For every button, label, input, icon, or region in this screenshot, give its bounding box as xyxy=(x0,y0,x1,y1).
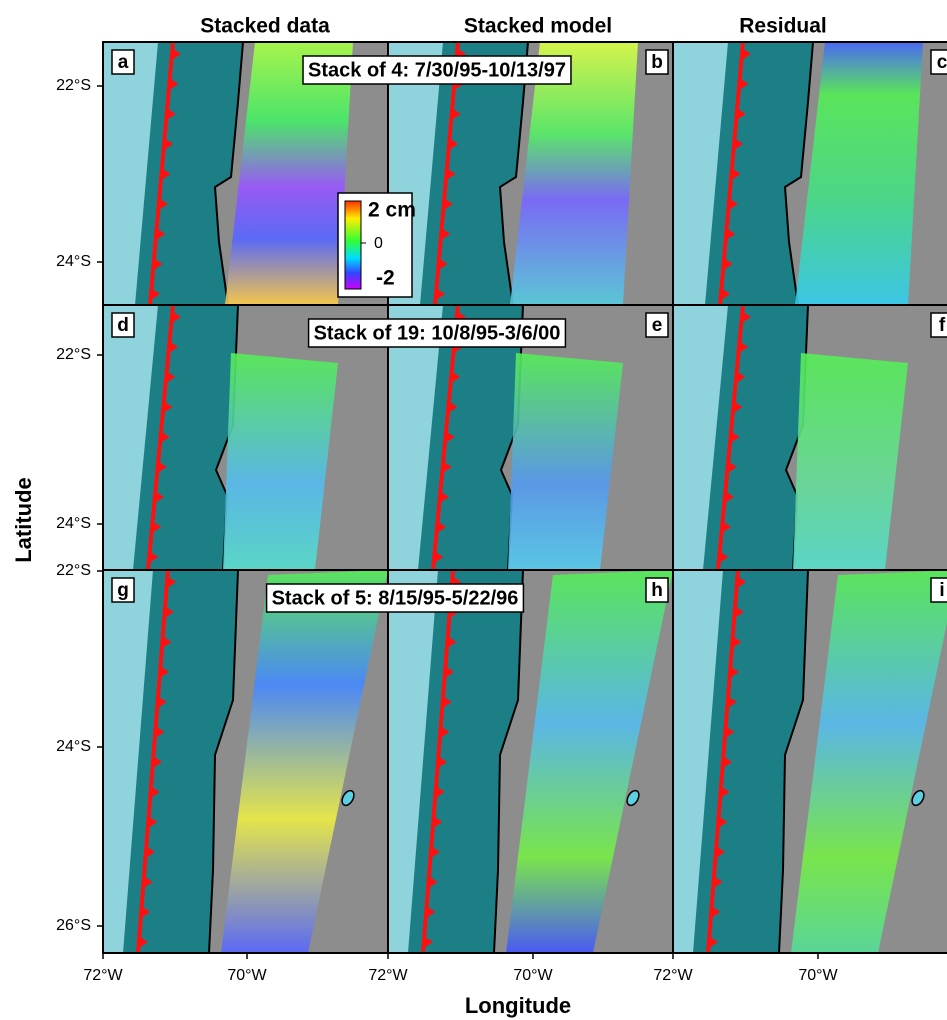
lat-tick-label: 22°S xyxy=(56,77,91,94)
lat-tick-label: 24°S xyxy=(56,253,91,270)
lon-tick-label: 72°W xyxy=(83,967,123,984)
colorbar xyxy=(345,201,361,289)
panel-letter: c xyxy=(937,52,947,73)
panels xyxy=(103,42,947,953)
stack-label: Stack of 5: 8/15/95-5/22/96 xyxy=(272,587,519,609)
panel-letter: h xyxy=(651,580,663,601)
lon-tick-label: 70°W xyxy=(513,967,553,984)
x-axis-label: Longitude xyxy=(465,993,571,1018)
column-title: Stacked model xyxy=(464,15,612,38)
stack-label: Stack of 4: 7/30/95-10/13/97 xyxy=(308,59,566,81)
panel-letter: d xyxy=(117,315,129,336)
colorbar-max: 2 cm xyxy=(368,199,416,222)
lon-tick-label: 70°W xyxy=(798,967,838,984)
map-panel xyxy=(673,305,947,570)
panel-letter: a xyxy=(118,52,129,73)
map-panel xyxy=(388,570,673,953)
lat-tick-label: 22°S xyxy=(56,562,91,579)
figure: a b c 22°S 24°S d e f 22°S 24°S g h i 22°S 24°S 26°S Sta… xyxy=(0,0,947,1020)
column-title: Stacked data xyxy=(200,15,330,38)
map-panel xyxy=(673,42,947,305)
colorbar-mid: 0 xyxy=(374,235,383,252)
panel-letter: f xyxy=(939,315,946,336)
panel-letter: b xyxy=(651,52,663,73)
y-axis-label: Latitude xyxy=(11,477,36,563)
lat-tick-label: 26°S xyxy=(56,917,91,934)
lat-tick-label: 24°S xyxy=(56,738,91,755)
stack-label: Stack of 19: 10/8/95-3/6/00 xyxy=(314,322,561,344)
colorbar-min: -2 xyxy=(376,267,395,290)
column-title: Residual xyxy=(739,15,827,38)
lon-tick-label: 70°W xyxy=(227,967,267,984)
lat-tick-label: 22°S xyxy=(56,346,91,363)
panel-letter: i xyxy=(939,580,944,601)
panel-letter: e xyxy=(652,315,663,336)
map-panel xyxy=(673,570,947,953)
lat-tick-label: 24°S xyxy=(56,515,91,532)
panel-letter: g xyxy=(117,580,129,601)
lon-tick-label: 72°W xyxy=(368,967,408,984)
lon-tick-label: 72°W xyxy=(653,967,693,984)
map-panel xyxy=(103,570,388,953)
